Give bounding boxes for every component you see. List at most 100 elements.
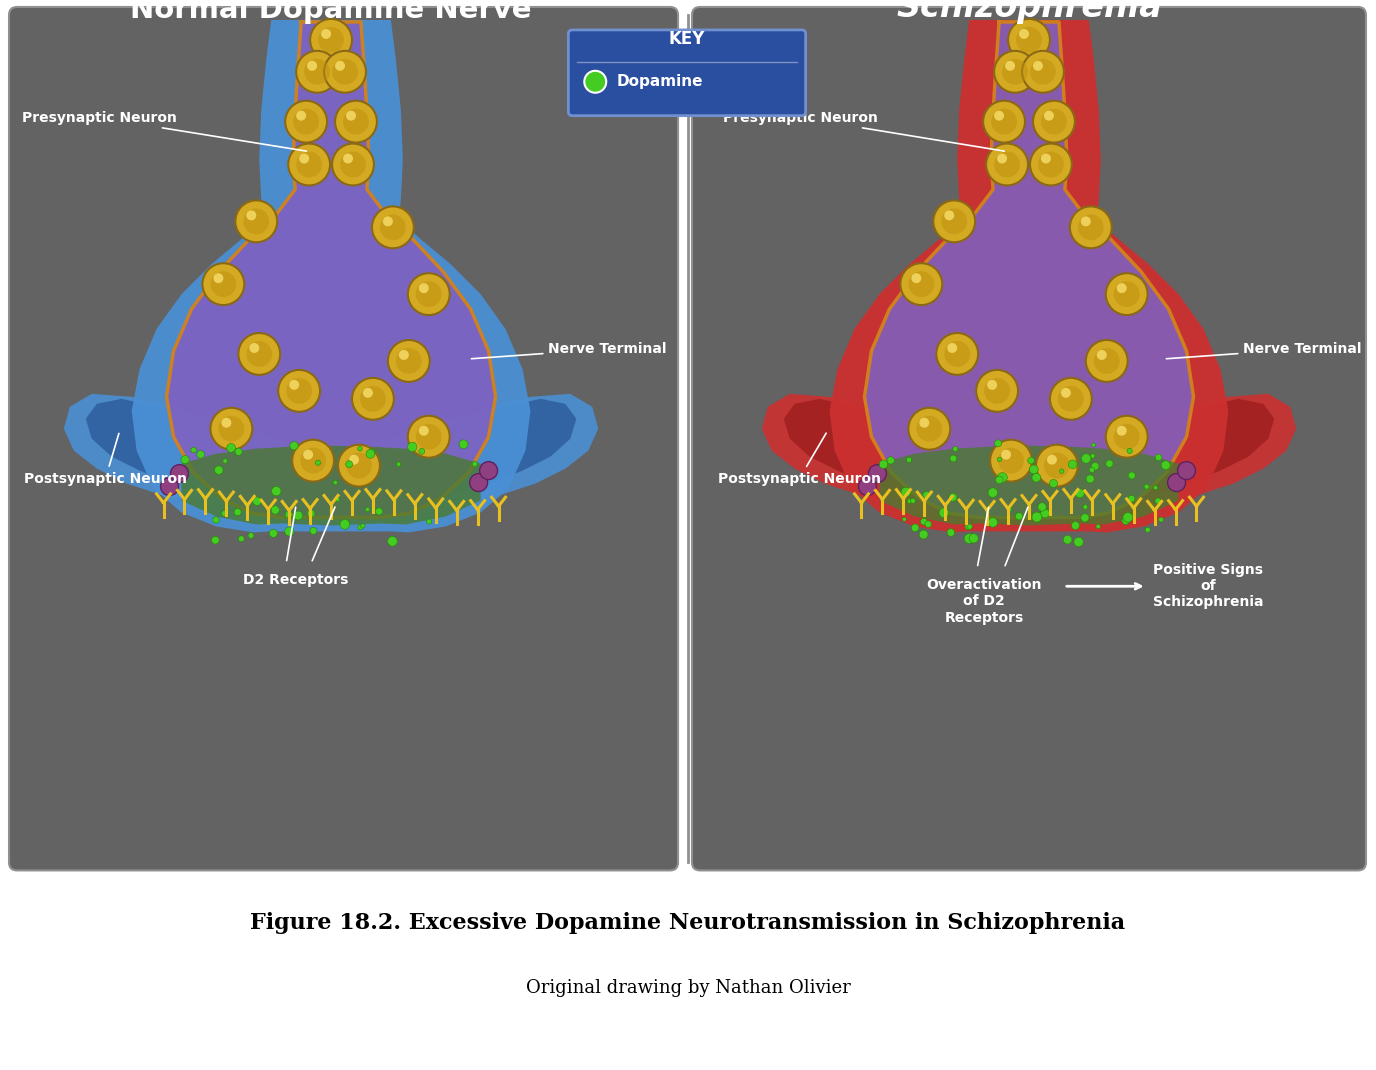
Circle shape: [396, 462, 400, 467]
Circle shape: [1020, 29, 1029, 39]
Circle shape: [340, 520, 350, 530]
Circle shape: [1071, 207, 1112, 248]
Circle shape: [369, 449, 376, 456]
Circle shape: [1123, 513, 1132, 522]
Circle shape: [1145, 528, 1150, 532]
Circle shape: [334, 61, 345, 71]
Circle shape: [1064, 535, 1072, 544]
Circle shape: [987, 380, 998, 389]
Circle shape: [944, 211, 954, 220]
Circle shape: [1113, 424, 1139, 449]
Circle shape: [372, 207, 414, 248]
Circle shape: [1002, 449, 1011, 460]
Circle shape: [1007, 507, 1011, 511]
Circle shape: [235, 200, 277, 242]
Circle shape: [1015, 27, 1042, 52]
Circle shape: [318, 27, 344, 52]
Circle shape: [995, 476, 1003, 484]
Circle shape: [903, 517, 907, 521]
Text: Nerve Terminal: Nerve Terminal: [1167, 342, 1362, 358]
Text: Original drawing by Nathan Olivier: Original drawing by Nathan Olivier: [526, 979, 850, 997]
Circle shape: [1061, 387, 1071, 398]
Circle shape: [285, 510, 292, 518]
Circle shape: [278, 370, 321, 412]
Circle shape: [350, 455, 359, 464]
Text: D2 Receptors: D2 Receptors: [244, 574, 350, 587]
Circle shape: [965, 524, 971, 530]
Circle shape: [991, 109, 1017, 135]
Circle shape: [1153, 486, 1157, 490]
Polygon shape: [879, 446, 1179, 525]
Circle shape: [296, 51, 338, 93]
Polygon shape: [182, 446, 480, 525]
Circle shape: [907, 499, 912, 503]
Circle shape: [407, 273, 450, 315]
Text: Presynaptic Neuron: Presynaptic Neuron: [722, 110, 1004, 151]
Circle shape: [1032, 513, 1042, 522]
Text: Postsynaptic Neuron: Postsynaptic Neuron: [23, 433, 187, 486]
Circle shape: [1097, 524, 1101, 529]
Circle shape: [212, 536, 219, 544]
Circle shape: [1042, 154, 1051, 164]
Circle shape: [908, 271, 934, 297]
Circle shape: [947, 343, 958, 353]
Circle shape: [343, 154, 354, 164]
Circle shape: [315, 460, 321, 465]
Circle shape: [908, 408, 951, 449]
Polygon shape: [63, 394, 599, 510]
Circle shape: [338, 445, 380, 487]
Circle shape: [1033, 101, 1075, 142]
Circle shape: [949, 455, 956, 462]
Circle shape: [1091, 462, 1099, 470]
FancyBboxPatch shape: [692, 7, 1366, 870]
Circle shape: [171, 464, 189, 483]
Circle shape: [868, 464, 886, 483]
Circle shape: [993, 110, 1004, 121]
Circle shape: [244, 209, 270, 234]
Circle shape: [1068, 460, 1077, 469]
Circle shape: [901, 487, 911, 496]
Circle shape: [1159, 517, 1164, 522]
Polygon shape: [864, 22, 1193, 518]
Circle shape: [211, 408, 252, 449]
Circle shape: [427, 519, 432, 524]
Circle shape: [859, 477, 877, 495]
Circle shape: [993, 152, 1020, 178]
Circle shape: [332, 59, 358, 85]
Circle shape: [1076, 489, 1084, 498]
Circle shape: [345, 453, 372, 478]
Circle shape: [919, 530, 927, 539]
Circle shape: [1047, 455, 1057, 464]
Circle shape: [1038, 152, 1064, 178]
Circle shape: [1117, 426, 1127, 435]
Circle shape: [938, 508, 949, 518]
Circle shape: [1004, 61, 1015, 71]
Circle shape: [1086, 340, 1128, 382]
Circle shape: [949, 493, 958, 502]
Circle shape: [336, 498, 340, 502]
Circle shape: [289, 380, 299, 389]
Circle shape: [285, 526, 294, 536]
Circle shape: [202, 263, 245, 305]
Circle shape: [288, 143, 330, 185]
Circle shape: [333, 480, 337, 485]
Circle shape: [923, 491, 930, 499]
Circle shape: [879, 460, 888, 469]
Circle shape: [1106, 416, 1148, 458]
Circle shape: [292, 440, 334, 482]
Circle shape: [911, 524, 919, 532]
Circle shape: [219, 416, 245, 442]
Circle shape: [988, 488, 998, 498]
Circle shape: [246, 341, 272, 367]
Circle shape: [998, 447, 1024, 474]
Circle shape: [1097, 350, 1106, 360]
Circle shape: [407, 442, 417, 452]
Circle shape: [1168, 474, 1186, 491]
Circle shape: [300, 447, 326, 474]
Circle shape: [325, 51, 366, 93]
Circle shape: [1091, 443, 1095, 447]
Circle shape: [1145, 485, 1149, 489]
Circle shape: [310, 528, 316, 534]
Circle shape: [1106, 273, 1148, 315]
Circle shape: [248, 533, 255, 538]
